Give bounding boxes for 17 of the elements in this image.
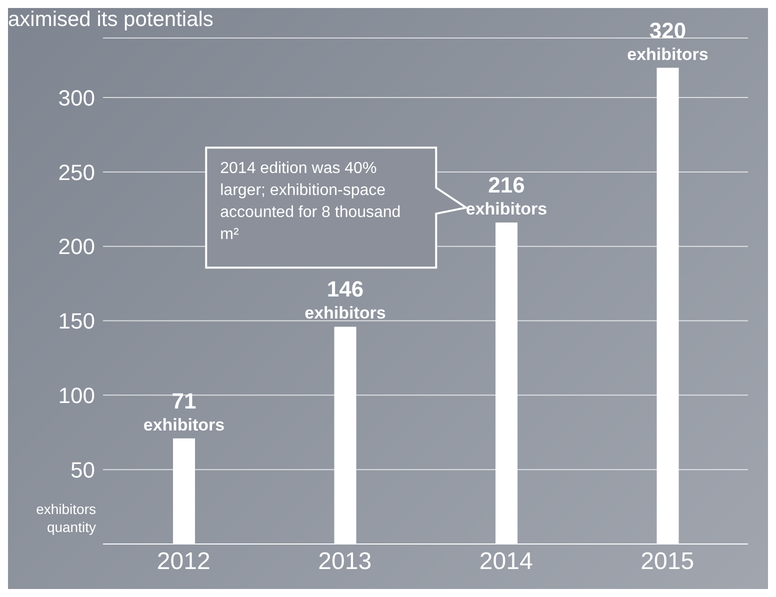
data-label: 216 exhibitors bbox=[466, 172, 548, 219]
y-tick-label: 250 bbox=[58, 160, 95, 185]
y-tick-label: 300 bbox=[58, 85, 95, 110]
y-axis-title: exhibitors quantity bbox=[35, 500, 96, 536]
x-tick-label: 2012 bbox=[156, 548, 210, 576]
data-label: 320 exhibitors bbox=[627, 18, 708, 64]
y-tick-label: 50 bbox=[70, 457, 95, 482]
data-label: 146 exhibitors bbox=[304, 276, 386, 323]
chart-title: aximised its potentials bbox=[8, 8, 214, 32]
y-tick-label: 200 bbox=[58, 234, 95, 260]
x-tick-label: 2013 bbox=[318, 548, 372, 576]
x-tick-label: 2015 bbox=[640, 548, 694, 576]
y-tick-label: 100 bbox=[58, 382, 95, 408]
data-label: 71 exhibitors bbox=[143, 388, 225, 434]
y-tick-label: 150 bbox=[58, 308, 95, 334]
x-tick-label: 2014 bbox=[479, 548, 533, 576]
annotation: 2014 edition was 40% larger; exhibition-space accounted for 8 thousand m² bbox=[220, 158, 402, 245]
